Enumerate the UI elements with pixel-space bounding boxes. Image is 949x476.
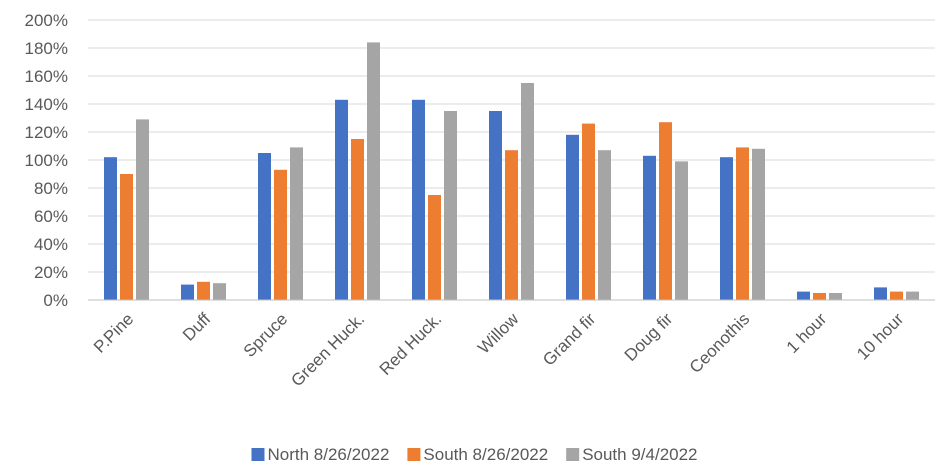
category-label: Willow (474, 309, 523, 358)
category-label: Green Huck. (287, 309, 368, 390)
legend-swatch (407, 448, 421, 461)
legend-swatch (251, 448, 265, 461)
bar-willow-series-3 (521, 83, 534, 300)
legend-item-1: North 8/26/2022 (251, 445, 389, 464)
bar-10-hour-series-1 (874, 287, 887, 300)
category-label: Red Huck. (376, 309, 446, 379)
y-tick-label-0: 0% (43, 291, 68, 310)
bar-willow-series-2 (505, 150, 518, 300)
bar-p-pine-series-1 (104, 157, 117, 300)
legend-swatch (566, 448, 580, 461)
bar-willow-series-1 (489, 111, 502, 300)
category-label: Spruce (240, 309, 292, 361)
y-tick-label-160: 160% (25, 67, 68, 86)
y-tick-label-20: 20% (34, 263, 68, 282)
bar-10-hour-series-2 (890, 291, 903, 300)
y-tick-label-80: 80% (34, 179, 68, 198)
bar-p-pine-series-3 (136, 119, 149, 301)
bar-grand-fir-series-1 (566, 134, 579, 300)
y-tick-label-100: 100% (25, 151, 68, 170)
bar-duff-series-1 (181, 284, 194, 300)
bar-1-hour-series-1 (797, 291, 810, 300)
bar-ceonothis-series-3 (752, 148, 765, 300)
category-label: P.Pine (90, 309, 137, 356)
bar-1-hour-series-2 (813, 293, 826, 300)
y-tick-label-60: 60% (34, 207, 68, 226)
y-axis-tick-labels: 0% 20% 40% 60% 80% 100% 120% 140% 160% 180% 200% (25, 11, 68, 310)
category-label: 10 hour (853, 309, 907, 363)
legend-label: South 8/26/2022 (423, 445, 548, 464)
bar-red-huck--series-2 (428, 195, 441, 300)
category-label: Grand fir (539, 309, 599, 369)
category-label: Duff (179, 309, 214, 344)
bar-duff-series-3 (213, 283, 226, 300)
bar-red-huck--series-3 (444, 111, 457, 300)
bar-green-huck--series-1 (335, 99, 348, 300)
y-tick-label-200: 200% (25, 11, 68, 30)
bar-ceonothis-series-1 (720, 157, 733, 300)
y-tick-label-140: 140% (25, 95, 68, 114)
bar-spruce-series-1 (258, 153, 271, 300)
legend-item-2: South 8/26/2022 (407, 445, 548, 464)
bar-10-hour-series-3 (906, 291, 919, 300)
legend-label: South 9/4/2022 (582, 445, 697, 464)
bar-1-hour-series-3 (829, 293, 842, 300)
bar-ceonothis-series-2 (736, 147, 749, 300)
legend-item-3: South 9/4/2022 (566, 445, 698, 464)
bar-duff-series-2 (197, 281, 210, 300)
category-label: Ceonothis (686, 309, 754, 377)
y-tick-label-180: 180% (25, 39, 68, 58)
legend-label: North 8/26/2022 (267, 445, 389, 464)
bar-grand-fir-series-2 (582, 123, 595, 300)
bar-red-huck--series-1 (412, 99, 425, 300)
bar-green-huck--series-3 (367, 42, 380, 301)
category-label: Doug fir (621, 309, 677, 365)
y-tick-label-120: 120% (25, 123, 68, 142)
bar-grand-fir-series-3 (598, 150, 611, 300)
bars (104, 42, 919, 301)
category-label: 1 hour (783, 309, 831, 357)
bar-green-huck--series-2 (351, 139, 364, 300)
bar-doug-fir-series-1 (643, 155, 656, 300)
bar-spruce-series-3 (290, 147, 303, 300)
bar-doug-fir-series-3 (675, 161, 688, 300)
legend: North 8/26/2022 South 8/26/2022 South 9/4/… (251, 445, 698, 464)
y-tick-label-40: 40% (34, 235, 68, 254)
bar-spruce-series-2 (274, 169, 287, 300)
bar-doug-fir-series-2 (659, 122, 672, 300)
bar-p-pine-series-2 (120, 174, 133, 300)
